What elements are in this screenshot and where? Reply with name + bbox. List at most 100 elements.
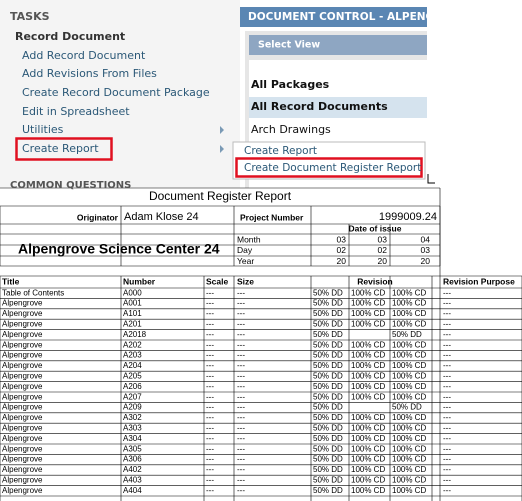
field-value: Adam Klose 24 [124, 211, 199, 223]
task-link[interactable]: Edit in Spreadsheet [22, 105, 130, 118]
cell: --- [206, 392, 214, 401]
cell: --- [237, 392, 245, 401]
cell: --- [237, 372, 245, 381]
cell: Alpengrove [2, 434, 43, 443]
date-value: 03 [421, 245, 431, 255]
cell: --- [443, 340, 451, 349]
cell: --- [206, 372, 214, 381]
cell: A101 [123, 309, 142, 318]
cell: 100% CD [351, 361, 385, 370]
cell: --- [443, 392, 451, 401]
cell: A404 [123, 486, 142, 495]
field-label: Project Number [240, 212, 304, 222]
cell: 50% DD [313, 486, 343, 495]
select-view-bar [249, 35, 427, 55]
cell: 50% DD [313, 288, 343, 297]
cell: --- [237, 361, 245, 370]
cell: 100% CD [351, 424, 385, 433]
date-value: 20 [378, 256, 388, 266]
cell: Alpengrove [2, 299, 43, 308]
cell: --- [237, 309, 245, 318]
cell: 100% CD [392, 413, 426, 422]
cell: 50% DD [313, 403, 343, 412]
cell: 100% CD [351, 465, 385, 474]
cell: --- [237, 444, 245, 453]
cell: 100% CD [392, 372, 426, 381]
cell: --- [443, 320, 451, 329]
task-link[interactable]: Create Report [22, 142, 99, 155]
cell: --- [443, 288, 451, 297]
cell: A304 [123, 434, 142, 443]
task-link[interactable]: Utilities [22, 123, 64, 136]
cell: 50% DD [313, 392, 343, 401]
cell: 50% DD [313, 372, 343, 381]
cell: 100% CD [392, 434, 426, 443]
cell: --- [237, 340, 245, 349]
cell: --- [443, 299, 451, 308]
cell: 100% CD [351, 486, 385, 495]
cell: --- [206, 444, 214, 453]
cell: 50% DD [313, 340, 343, 349]
cell: --- [206, 351, 214, 360]
cell: --- [206, 330, 214, 339]
cell: 50% DD [313, 382, 343, 391]
highlight-box [235, 157, 423, 178]
cell: 50% DD [313, 361, 343, 370]
task-link[interactable]: Create Record Document Package [22, 86, 210, 99]
cell: 100% CD [392, 455, 426, 464]
task-link[interactable]: Add Record Document [22, 49, 146, 62]
cell: 50% DD [313, 330, 343, 339]
date-label: Day [237, 245, 253, 255]
cell: --- [237, 424, 245, 433]
menu-item[interactable]: Create Report [244, 145, 317, 157]
tasks-panel [0, 0, 240, 188]
cell: 50% DD [313, 444, 343, 453]
cell: --- [443, 351, 451, 360]
cell: 100% CD [392, 361, 426, 370]
cell: 50% DD [313, 309, 343, 318]
cell: --- [237, 299, 245, 308]
cell: A207 [123, 392, 142, 401]
cell: Alpengrove [2, 403, 43, 412]
cell: --- [443, 413, 451, 422]
menu-item[interactable]: Create Document Register Report [244, 162, 421, 174]
cell: --- [237, 320, 245, 329]
view-item[interactable]: All Record Documents [251, 100, 388, 113]
cell: --- [237, 382, 245, 391]
cell: A001 [123, 299, 142, 308]
cell: A204 [123, 361, 142, 370]
cell: --- [206, 340, 214, 349]
view-item[interactable]: All Packages [251, 78, 330, 91]
cell: --- [237, 465, 245, 474]
cell: 50% DD [313, 424, 343, 433]
field-value: 1999009.24 [379, 211, 437, 223]
column-header: Revision Purpose [443, 276, 515, 286]
task-link[interactable]: Add Revisions From Files [22, 67, 157, 80]
cell: A306 [123, 455, 142, 464]
cell: 50% DD [313, 455, 343, 464]
cell: A302 [123, 413, 142, 422]
cell: --- [206, 424, 214, 433]
cell: A202 [123, 340, 142, 349]
cell: 100% CD [351, 434, 385, 443]
cell: --- [443, 372, 451, 381]
cell: 50% DD [313, 413, 343, 422]
field-label: Originator [77, 212, 119, 222]
cell: 50% DD [313, 465, 343, 474]
cell: --- [237, 455, 245, 464]
select-view[interactable]: Select View [258, 40, 320, 51]
section-heading: COMMON QUESTIONS [10, 180, 131, 191]
cell: --- [206, 413, 214, 422]
cell: --- [206, 309, 214, 318]
view-item[interactable]: Arch Drawings [251, 123, 331, 136]
cell: Alpengrove [2, 392, 43, 401]
cell: 100% CD [392, 340, 426, 349]
cell: Alpengrove [2, 413, 43, 422]
cell: 50% DD [313, 299, 343, 308]
cell: A201 [123, 320, 142, 329]
column-header: Title [2, 276, 20, 286]
cell: --- [237, 288, 245, 297]
cell: 50% DD [313, 476, 343, 485]
cell: --- [237, 476, 245, 485]
cell: --- [443, 444, 451, 453]
